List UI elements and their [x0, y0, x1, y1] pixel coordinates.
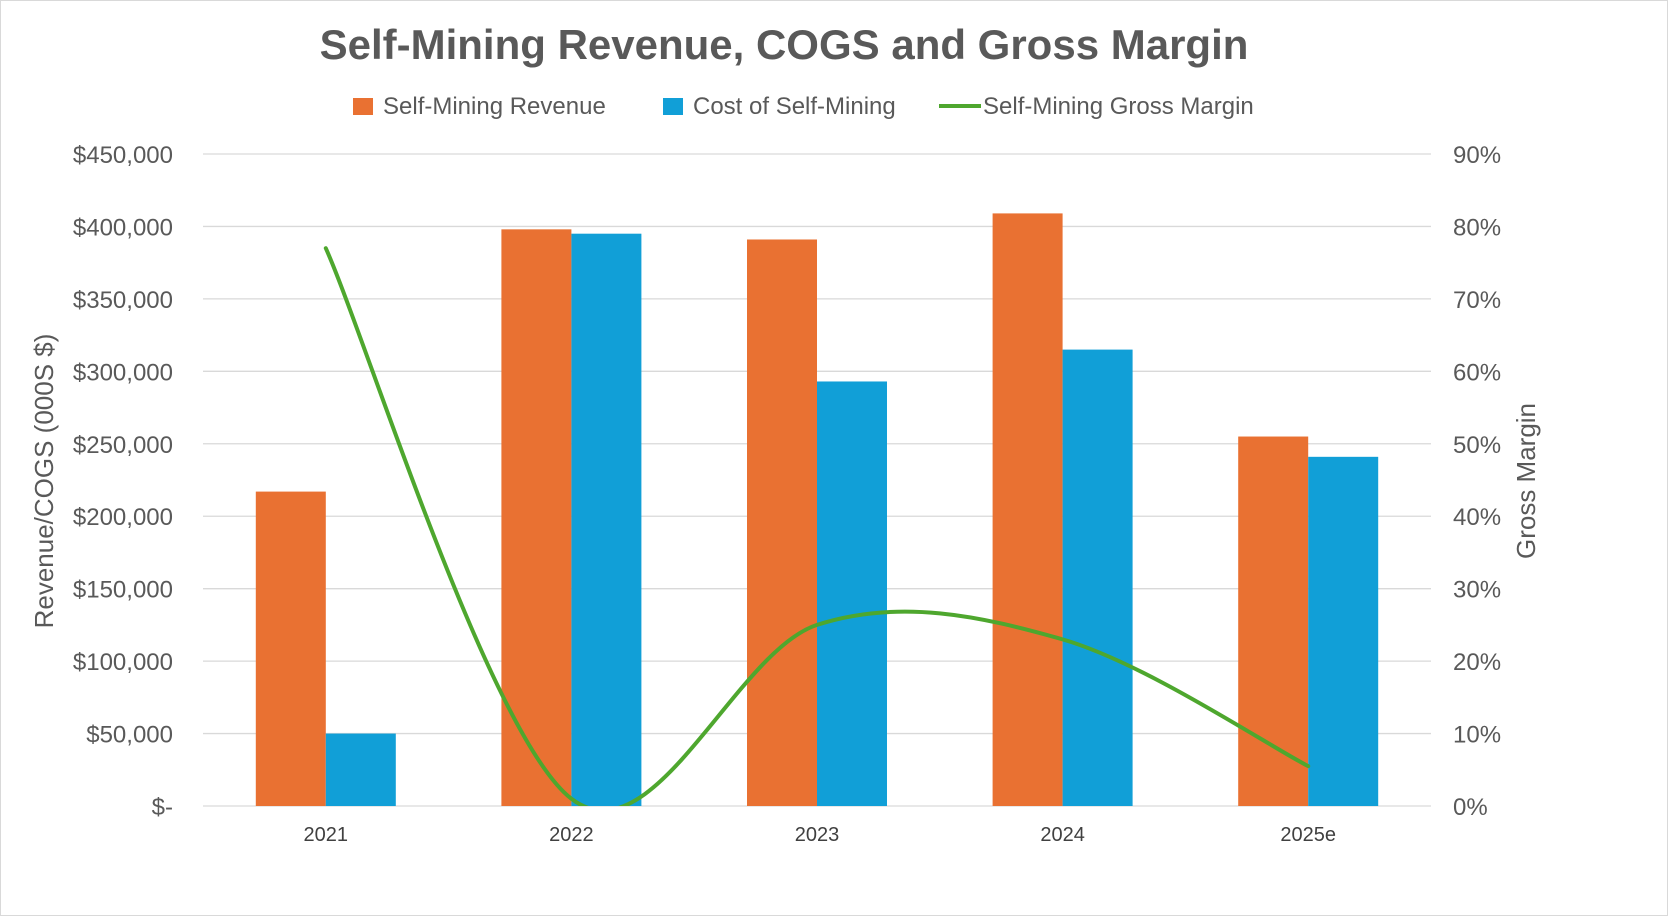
y2-axis-title: Gross Margin [1511, 403, 1541, 559]
y2-tick-label: 0% [1453, 794, 1488, 821]
legend-swatch-revenue [353, 98, 373, 115]
y2-tick-label: 10% [1453, 722, 1501, 749]
bar-cogs-2024 [1062, 349, 1133, 806]
y-tick-label: $250,000 [73, 432, 173, 459]
legend-label-cogs: Cost of Self-Mining [693, 93, 896, 120]
y-tick-label: $450,000 [73, 142, 173, 169]
y2-tick-label: 20% [1453, 649, 1501, 676]
x-axis-ticks: 2021 2022 2023 2024 2025e [304, 824, 1336, 846]
chart-title: Self-Mining Revenue, COGS and Gross Marg… [320, 21, 1249, 68]
legend-label-margin: Self-Mining Gross Margin [983, 93, 1254, 120]
y2-tick-label: 70% [1453, 287, 1501, 314]
legend: Self-Mining Revenue Cost of Self-Mining … [353, 93, 1254, 120]
x-tick-label: 2023 [795, 824, 840, 846]
bar-revenue-2022 [501, 229, 572, 806]
y-tick-label: $200,000 [73, 504, 173, 531]
left-axis-ticks: $- $50,000 $100,000 $150,000 $200,000 $250,00… [73, 142, 173, 821]
y-tick-label: $150,000 [73, 577, 173, 604]
bar-cogs-2021 [325, 733, 396, 806]
y2-tick-label: 50% [1453, 432, 1501, 459]
y-tick-label: $50,000 [86, 722, 173, 749]
bar-revenue-2025e [1238, 436, 1309, 806]
x-tick-label: 2025e [1280, 824, 1336, 846]
y2-tick-label: 80% [1453, 214, 1501, 241]
x-tick-label: 2024 [1040, 824, 1085, 846]
bar-revenue-2023 [747, 239, 817, 807]
y-tick-label: $- [152, 794, 173, 821]
y2-tick-label: 40% [1453, 504, 1501, 531]
bars [255, 213, 1379, 807]
y-tick-label: $100,000 [73, 649, 173, 676]
x-tick-label: 2022 [549, 824, 594, 846]
bar-cogs-2025e [1308, 456, 1379, 806]
margin-line-group [323, 246, 1311, 806]
bar-cogs-2023 [817, 381, 887, 806]
y-axis-title: Revenue/COGS (000S $) [29, 334, 59, 629]
y2-tick-label: 90% [1453, 142, 1501, 169]
line-gross-margin [323, 246, 1311, 806]
legend-label-revenue: Self-Mining Revenue [383, 93, 606, 120]
x-tick-label: 2021 [304, 824, 349, 846]
legend-swatch-cogs [663, 98, 683, 115]
y2-tick-label: 60% [1453, 359, 1501, 386]
y2-tick-label: 30% [1453, 577, 1501, 604]
y-tick-label: $350,000 [73, 287, 173, 314]
bar-cogs-2022 [571, 233, 642, 806]
y-tick-label: $300,000 [73, 359, 173, 386]
bar-revenue-2024 [992, 213, 1063, 807]
bar-revenue-2021 [255, 491, 326, 806]
y-tick-label: $400,000 [73, 214, 173, 241]
right-axis-ticks: 0% 10% 20% 30% 40% 50% 60% 70% 80% 90% [1453, 142, 1501, 821]
